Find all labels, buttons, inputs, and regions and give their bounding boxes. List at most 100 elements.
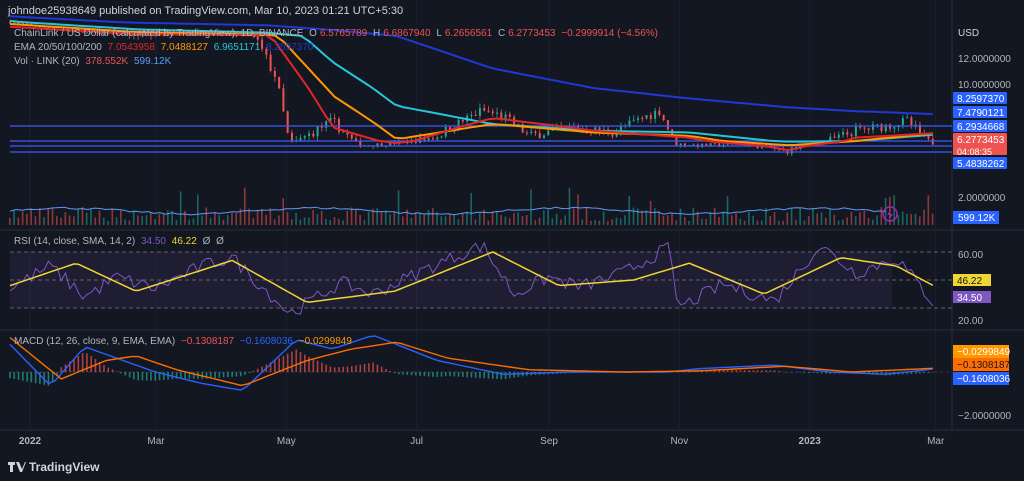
candle-body[interactable] [436, 137, 439, 140]
candle-body[interactable] [880, 124, 883, 132]
price-badge[interactable]: 6.2773453 [957, 135, 1005, 146]
candle-body[interactable] [325, 121, 328, 128]
candle-body[interactable] [474, 114, 477, 116]
candle-body[interactable] [713, 143, 716, 145]
candle-body[interactable] [867, 128, 870, 130]
candle-body[interactable] [380, 143, 383, 146]
candle-body[interactable] [722, 144, 725, 146]
candle-body[interactable] [889, 124, 892, 129]
candle-body[interactable] [931, 138, 934, 145]
candle-body[interactable] [278, 76, 281, 89]
candle-body[interactable] [17, 22, 20, 24]
candle-body[interactable] [21, 22, 24, 24]
candle-body[interactable] [927, 133, 930, 139]
candle-body[interactable] [701, 143, 704, 148]
candle-body[interactable] [171, 34, 174, 36]
rsi-ma-line[interactable] [9, 251, 934, 303]
candle-body[interactable] [43, 26, 46, 28]
rsi-legend[interactable]: RSI (14, close, SMA, 14, 2) 34.50 46.22 … [14, 236, 227, 247]
candle-body[interactable] [85, 32, 88, 34]
candle-body[interactable] [115, 33, 118, 35]
candle-body[interactable] [521, 124, 524, 133]
candle-body[interactable] [500, 112, 503, 119]
candle-body[interactable] [658, 110, 661, 115]
candle-body[interactable] [316, 126, 319, 137]
candle-body[interactable] [461, 119, 464, 122]
candle-body[interactable] [833, 136, 836, 138]
candle-body[interactable] [256, 35, 259, 40]
candle-body[interactable] [884, 124, 887, 132]
candle-body[interactable] [842, 132, 845, 135]
time-axis[interactable]: 2022 Mar May Jul Sep Nov 2023 Mar [19, 436, 945, 447]
candle-body[interactable] [846, 132, 849, 135]
candle-body[interactable] [137, 34, 140, 36]
price-badge[interactable]: 6.2934668 [957, 122, 1005, 133]
tradingview-logo[interactable]: TradingView [8, 460, 99, 474]
candle-body[interactable] [13, 22, 16, 24]
candle-body[interactable] [598, 127, 601, 132]
candle-body[interactable] [359, 140, 362, 146]
candle-body[interactable] [517, 124, 520, 126]
candle-body[interactable] [632, 119, 635, 121]
candle-body[interactable] [645, 115, 648, 119]
candle-body[interactable] [918, 124, 921, 134]
candle-body[interactable] [530, 131, 533, 133]
candle-body[interactable] [376, 143, 379, 147]
ema50-line[interactable] [9, 23, 933, 147]
price-axis[interactable]: USD 12.0000000 10.0000000 2.0000000 8.259737… [953, 28, 1012, 422]
rsi-pane[interactable] [9, 241, 952, 315]
candle-body[interactable] [389, 142, 392, 146]
candle-body[interactable] [637, 118, 639, 120]
candle-body[interactable] [261, 39, 264, 49]
candle-body[interactable] [901, 118, 904, 126]
candle-body[interactable] [692, 144, 695, 146]
candle-body[interactable] [662, 114, 665, 121]
rsi-line[interactable] [9, 241, 934, 315]
candle-body[interactable] [683, 143, 686, 146]
candle-body[interactable] [611, 134, 614, 137]
candle-body[interactable] [102, 33, 105, 35]
candle-body[interactable] [487, 110, 490, 112]
candle-body[interactable] [483, 107, 486, 111]
candle-body[interactable] [534, 131, 537, 134]
candle-body[interactable] [666, 120, 669, 130]
candle-body[interactable] [431, 138, 434, 140]
price-badge[interactable]: 8.2597370 [957, 94, 1005, 105]
candle-body[interactable] [149, 34, 152, 36]
candle-body[interactable] [312, 133, 315, 137]
candle-body[interactable] [859, 126, 862, 128]
candle-body[interactable] [555, 125, 558, 129]
candle-body[interactable] [286, 111, 289, 133]
candle-body[interactable] [496, 112, 499, 114]
candle-body[interactable] [30, 23, 33, 25]
lightning-icon[interactable] [882, 206, 898, 222]
candle-body[interactable] [81, 31, 84, 33]
candle-body[interactable] [167, 35, 170, 37]
candle-body[interactable] [120, 33, 123, 36]
price-badge[interactable]: 7.4790121 [957, 108, 1005, 119]
candle-body[interactable] [94, 32, 97, 34]
macd-pane[interactable] [9, 335, 952, 391]
candle-body[interactable] [829, 136, 832, 142]
candle-body[interactable] [491, 111, 494, 114]
candle-body[interactable] [508, 114, 511, 117]
candle-body[interactable] [718, 143, 721, 146]
candle-body[interactable] [760, 145, 763, 149]
candle-body[interactable] [77, 31, 80, 33]
ema100-line[interactable] [9, 19, 933, 143]
candle-body[interactable] [342, 131, 345, 133]
candle-body[interactable] [290, 132, 293, 142]
candle-body[interactable] [457, 119, 460, 130]
candle-body[interactable] [906, 117, 909, 119]
candle-body[interactable] [265, 48, 268, 55]
candle-body[interactable] [320, 126, 323, 128]
candle-body[interactable] [790, 147, 793, 154]
candle-body[interactable] [273, 70, 276, 77]
candle-body[interactable] [649, 115, 652, 119]
candle-body[interactable] [350, 134, 353, 139]
candle-body[interactable] [111, 33, 114, 35]
candle-body[interactable] [128, 34, 131, 36]
candle-body[interactable] [346, 131, 349, 135]
candle-body[interactable] [124, 34, 127, 36]
candle-body[interactable] [162, 35, 165, 37]
